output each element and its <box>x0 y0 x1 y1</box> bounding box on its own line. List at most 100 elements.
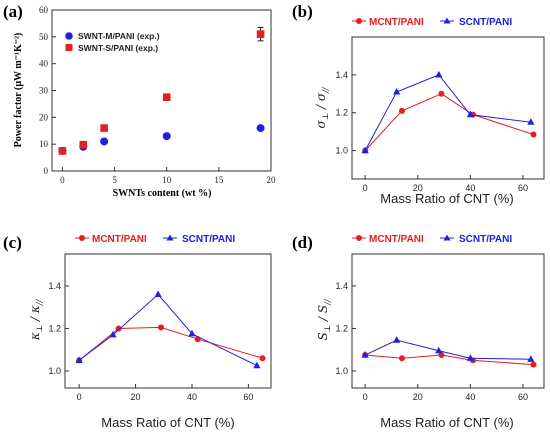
x-tick-label: 5 <box>112 175 117 185</box>
y-tick-label: 40 <box>39 59 49 69</box>
x-tick-label: 15 <box>214 175 224 185</box>
x-tick-label: 10 <box>162 175 172 185</box>
x-tick-label: 40 <box>465 183 475 193</box>
data-point-scnt-pani <box>361 146 369 154</box>
panel-c-ticks: 0 20 40 60 1.0 1.2 1.4 <box>48 281 253 402</box>
data-point-scnt-pani <box>466 354 474 361</box>
legend-marker-scnt-b <box>443 17 451 24</box>
panel-c-xlabel: Mass Ratio of CNT (%) <box>101 415 234 430</box>
series-line-mcnt-pani <box>364 93 534 151</box>
data-point-scnt-pani <box>361 351 369 358</box>
data-point-mcnt-pani <box>398 355 405 362</box>
x-tick-label: 0 <box>363 183 368 193</box>
x-tick-label: 0 <box>60 175 65 185</box>
legend-marker-mcnt-b <box>356 18 362 24</box>
panel-c-ylabel: κ⊥ / κ// <box>28 299 44 342</box>
panel-b: (b) 0 20 40 60 1.0 1.2 1.4 Mass Ratio of CNT (… <box>292 2 545 206</box>
panel-c-legend: MCNT/PANI SCNT/PANI <box>75 234 235 245</box>
panel-c: (c) 0 20 40 60 1.0 1.2 1.4 Mass Ratio of CNT (… <box>3 233 272 430</box>
panel-d-ylabel: S⊥ / S// <box>316 298 332 340</box>
y-tick-label: 30 <box>39 86 49 96</box>
data-point-swnt-m-pani-exp <box>256 124 265 133</box>
x-tick-label: 40 <box>465 392 475 402</box>
svg-text:σ⊥ / σ//: σ⊥ / σ// <box>314 86 330 128</box>
y-tick-label: 10 <box>39 139 49 149</box>
data-point-mcnt-pani <box>530 361 537 368</box>
data-point-scnt-pani <box>75 356 83 363</box>
legend-label-swnt-m: SWNT-M/PANI (exp.) <box>78 31 160 41</box>
legend-marker-mcnt-d <box>356 235 362 241</box>
panel-b-marks <box>361 70 537 154</box>
series-line-scnt-pani <box>364 74 531 151</box>
data-point-mcnt-pani <box>115 325 122 332</box>
panel-d: (d) 0 20 40 60 1.0 1.2 1.4 Mass Ratio of CNT (… <box>292 233 545 430</box>
panel-b-xlabel: Mass Ratio of CNT (%) <box>380 191 513 206</box>
panel-d-ticks: 0 20 40 60 1.0 1.2 1.4 <box>335 281 527 402</box>
legend-label-scnt-b: SCNT/PANI <box>459 17 512 28</box>
panel-b-frame <box>351 36 545 180</box>
panel-a-ylabel: Power factor (μW m⁻¹K⁻²) <box>13 33 24 148</box>
y-tick-label: 0 <box>44 166 49 176</box>
panel-d-frame <box>351 253 545 389</box>
data-point-mcnt-pani <box>259 355 266 362</box>
x-tick-label: 20 <box>413 183 423 193</box>
data-point-scnt-pani <box>393 87 401 95</box>
panel-b-ticks: 0 20 40 60 1.0 1.2 1.4 <box>335 70 527 193</box>
panel-d-tag: (d) <box>292 233 313 252</box>
legend-label-scnt-c: SCNT/PANI <box>182 234 235 245</box>
legend-label-mcnt-d: MCNT/PANI <box>369 234 424 245</box>
panel-c-marks <box>75 290 266 369</box>
y-tick-label: 60 <box>39 5 49 15</box>
legend-label-mcnt-c: MCNT/PANI <box>92 234 147 245</box>
panel-d-xlabel: Mass Ratio of CNT (%) <box>380 415 513 430</box>
data-point-swnt-s-pani-exp <box>58 147 67 155</box>
x-tick-label: 0 <box>77 392 82 402</box>
data-point-swnt-s-pani-exp <box>256 30 265 38</box>
x-tick-label: 60 <box>243 392 253 402</box>
y-tick-label: 1.4 <box>335 281 348 291</box>
svg-text:κ⊥ / κ//: κ⊥ / κ// <box>28 299 44 342</box>
y-tick-label: 1.0 <box>335 146 348 156</box>
data-point-scnt-pani <box>466 110 474 118</box>
data-point-mcnt-pani <box>438 352 445 359</box>
data-point-scnt-pani <box>393 336 401 343</box>
y-tick-label: 1.0 <box>335 366 348 376</box>
y-tick-label: 1.4 <box>48 281 61 291</box>
panel-a-tag: (a) <box>3 2 23 21</box>
legend-marker-scnt-c <box>166 234 174 241</box>
legend-label-mcnt-b: MCNT/PANI <box>369 17 424 28</box>
x-tick-label: 60 <box>518 392 528 402</box>
x-tick-label: 60 <box>518 183 528 193</box>
data-point-swnt-s-pani-exp <box>79 140 88 149</box>
legend-label-scnt-d: SCNT/PANI <box>459 234 512 245</box>
panel-a-ticks: 0 5 10 15 20 0 10 20 30 40 50 60 <box>39 5 276 185</box>
data-point-scnt-pani <box>188 329 196 337</box>
data-point-scnt-pani <box>109 330 117 338</box>
data-point-swnt-s-pani-exp <box>100 124 108 132</box>
data-point-mcnt-pani <box>157 324 164 331</box>
panel-b-legend: MCNT/PANI SCNT/PANI <box>352 17 512 28</box>
data-point-scnt-pani <box>154 290 162 298</box>
svg-text:S⊥ / S//: S⊥ / S// <box>316 298 332 340</box>
legend-marker-swnt-s <box>65 44 73 51</box>
data-point-scnt-pani <box>253 361 261 369</box>
y-tick-label: 1.0 <box>48 366 61 376</box>
y-tick-label: 1.2 <box>335 323 348 333</box>
x-tick-label: 40 <box>187 392 197 402</box>
legend-marker-swnt-m <box>65 32 73 40</box>
data-point-mcnt-pani <box>530 131 537 138</box>
panel-c-tag: (c) <box>3 233 22 252</box>
x-tick-label: 20 <box>413 392 423 402</box>
x-tick-label: 20 <box>267 175 277 185</box>
y-tick-label: 20 <box>39 112 49 122</box>
legend-marker-scnt-d <box>443 234 451 241</box>
data-point-mcnt-pani <box>438 90 445 97</box>
data-point-scnt-pani <box>435 346 443 354</box>
data-point-swnt-s-pani-exp <box>162 93 171 102</box>
data-point-swnt-m-pani-exp <box>162 132 171 141</box>
panel-d-legend: MCNT/PANI SCNT/PANI <box>352 234 512 245</box>
data-point-scnt-pani <box>435 70 443 78</box>
panel-a-legend: SWNT-M/PANI (exp.) SWNT-S/PANI (exp.) <box>65 31 160 53</box>
panel-b-tag: (b) <box>292 2 313 21</box>
